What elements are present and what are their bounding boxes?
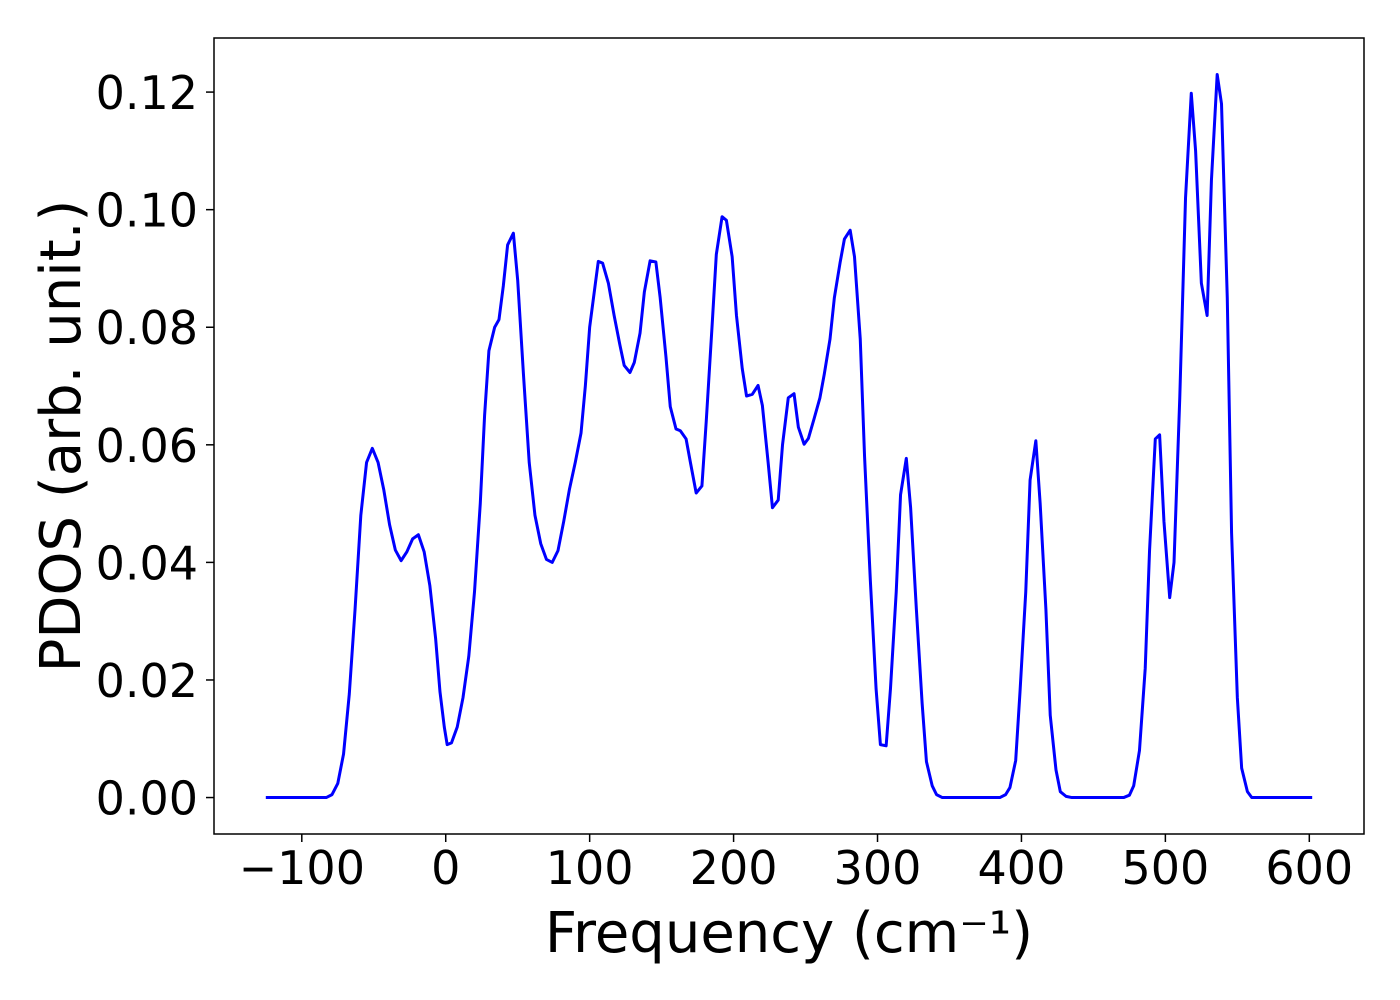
y-axis-label: PDOS (arb. unit.): [29, 200, 94, 673]
y-tick-label: 0.04: [96, 536, 198, 590]
x-axis-label: Frequency (cm⁻¹): [545, 901, 1033, 966]
x-tick-label: 200: [690, 841, 778, 895]
pdos-line: [265, 72, 1313, 800]
plot-frame: [213, 37, 1365, 835]
y-tick-label: 0.12: [96, 66, 198, 120]
y-tick-label: 0.00: [96, 772, 198, 826]
x-tick-label: 300: [834, 841, 922, 895]
x-tick-label: 100: [546, 841, 634, 895]
y-tick-label: 0.08: [96, 301, 198, 355]
x-tick-label: 600: [1265, 841, 1353, 895]
x-tick-label: 500: [1121, 841, 1209, 895]
x-tick-label: 0: [431, 841, 460, 895]
y-tick-label: 0.06: [96, 419, 198, 473]
x-tick-label: 400: [978, 841, 1066, 895]
x-tick-label: −100: [239, 841, 365, 895]
y-tick-label: 0.02: [96, 654, 198, 708]
y-tick-label: 0.10: [96, 184, 198, 238]
